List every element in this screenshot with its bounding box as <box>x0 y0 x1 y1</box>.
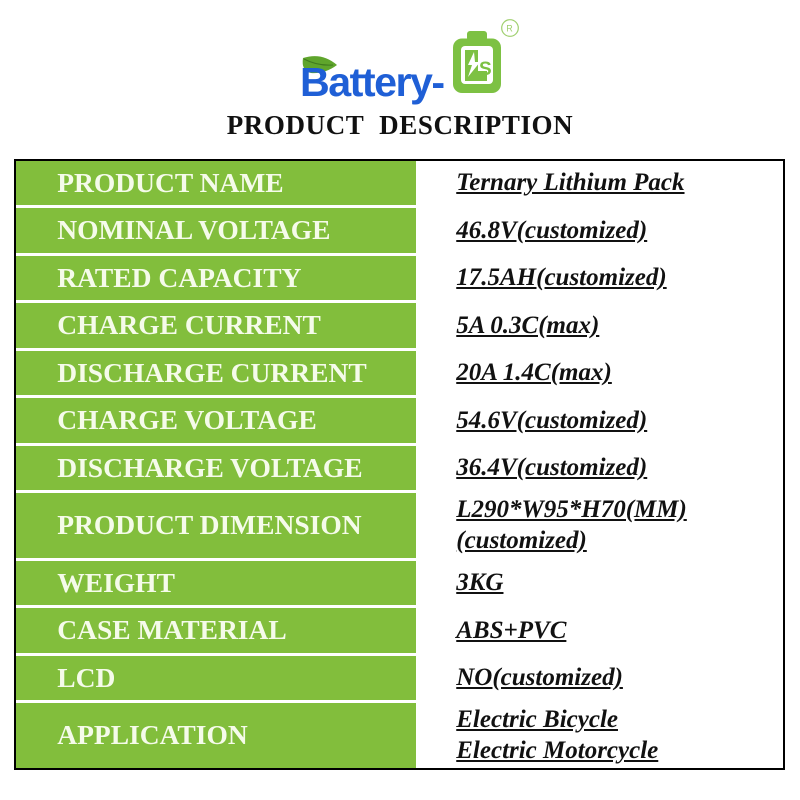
svg-text:S: S <box>479 59 492 80</box>
svg-text:R: R <box>506 24 513 34</box>
svg-text:Battery-: Battery- <box>300 59 444 105</box>
